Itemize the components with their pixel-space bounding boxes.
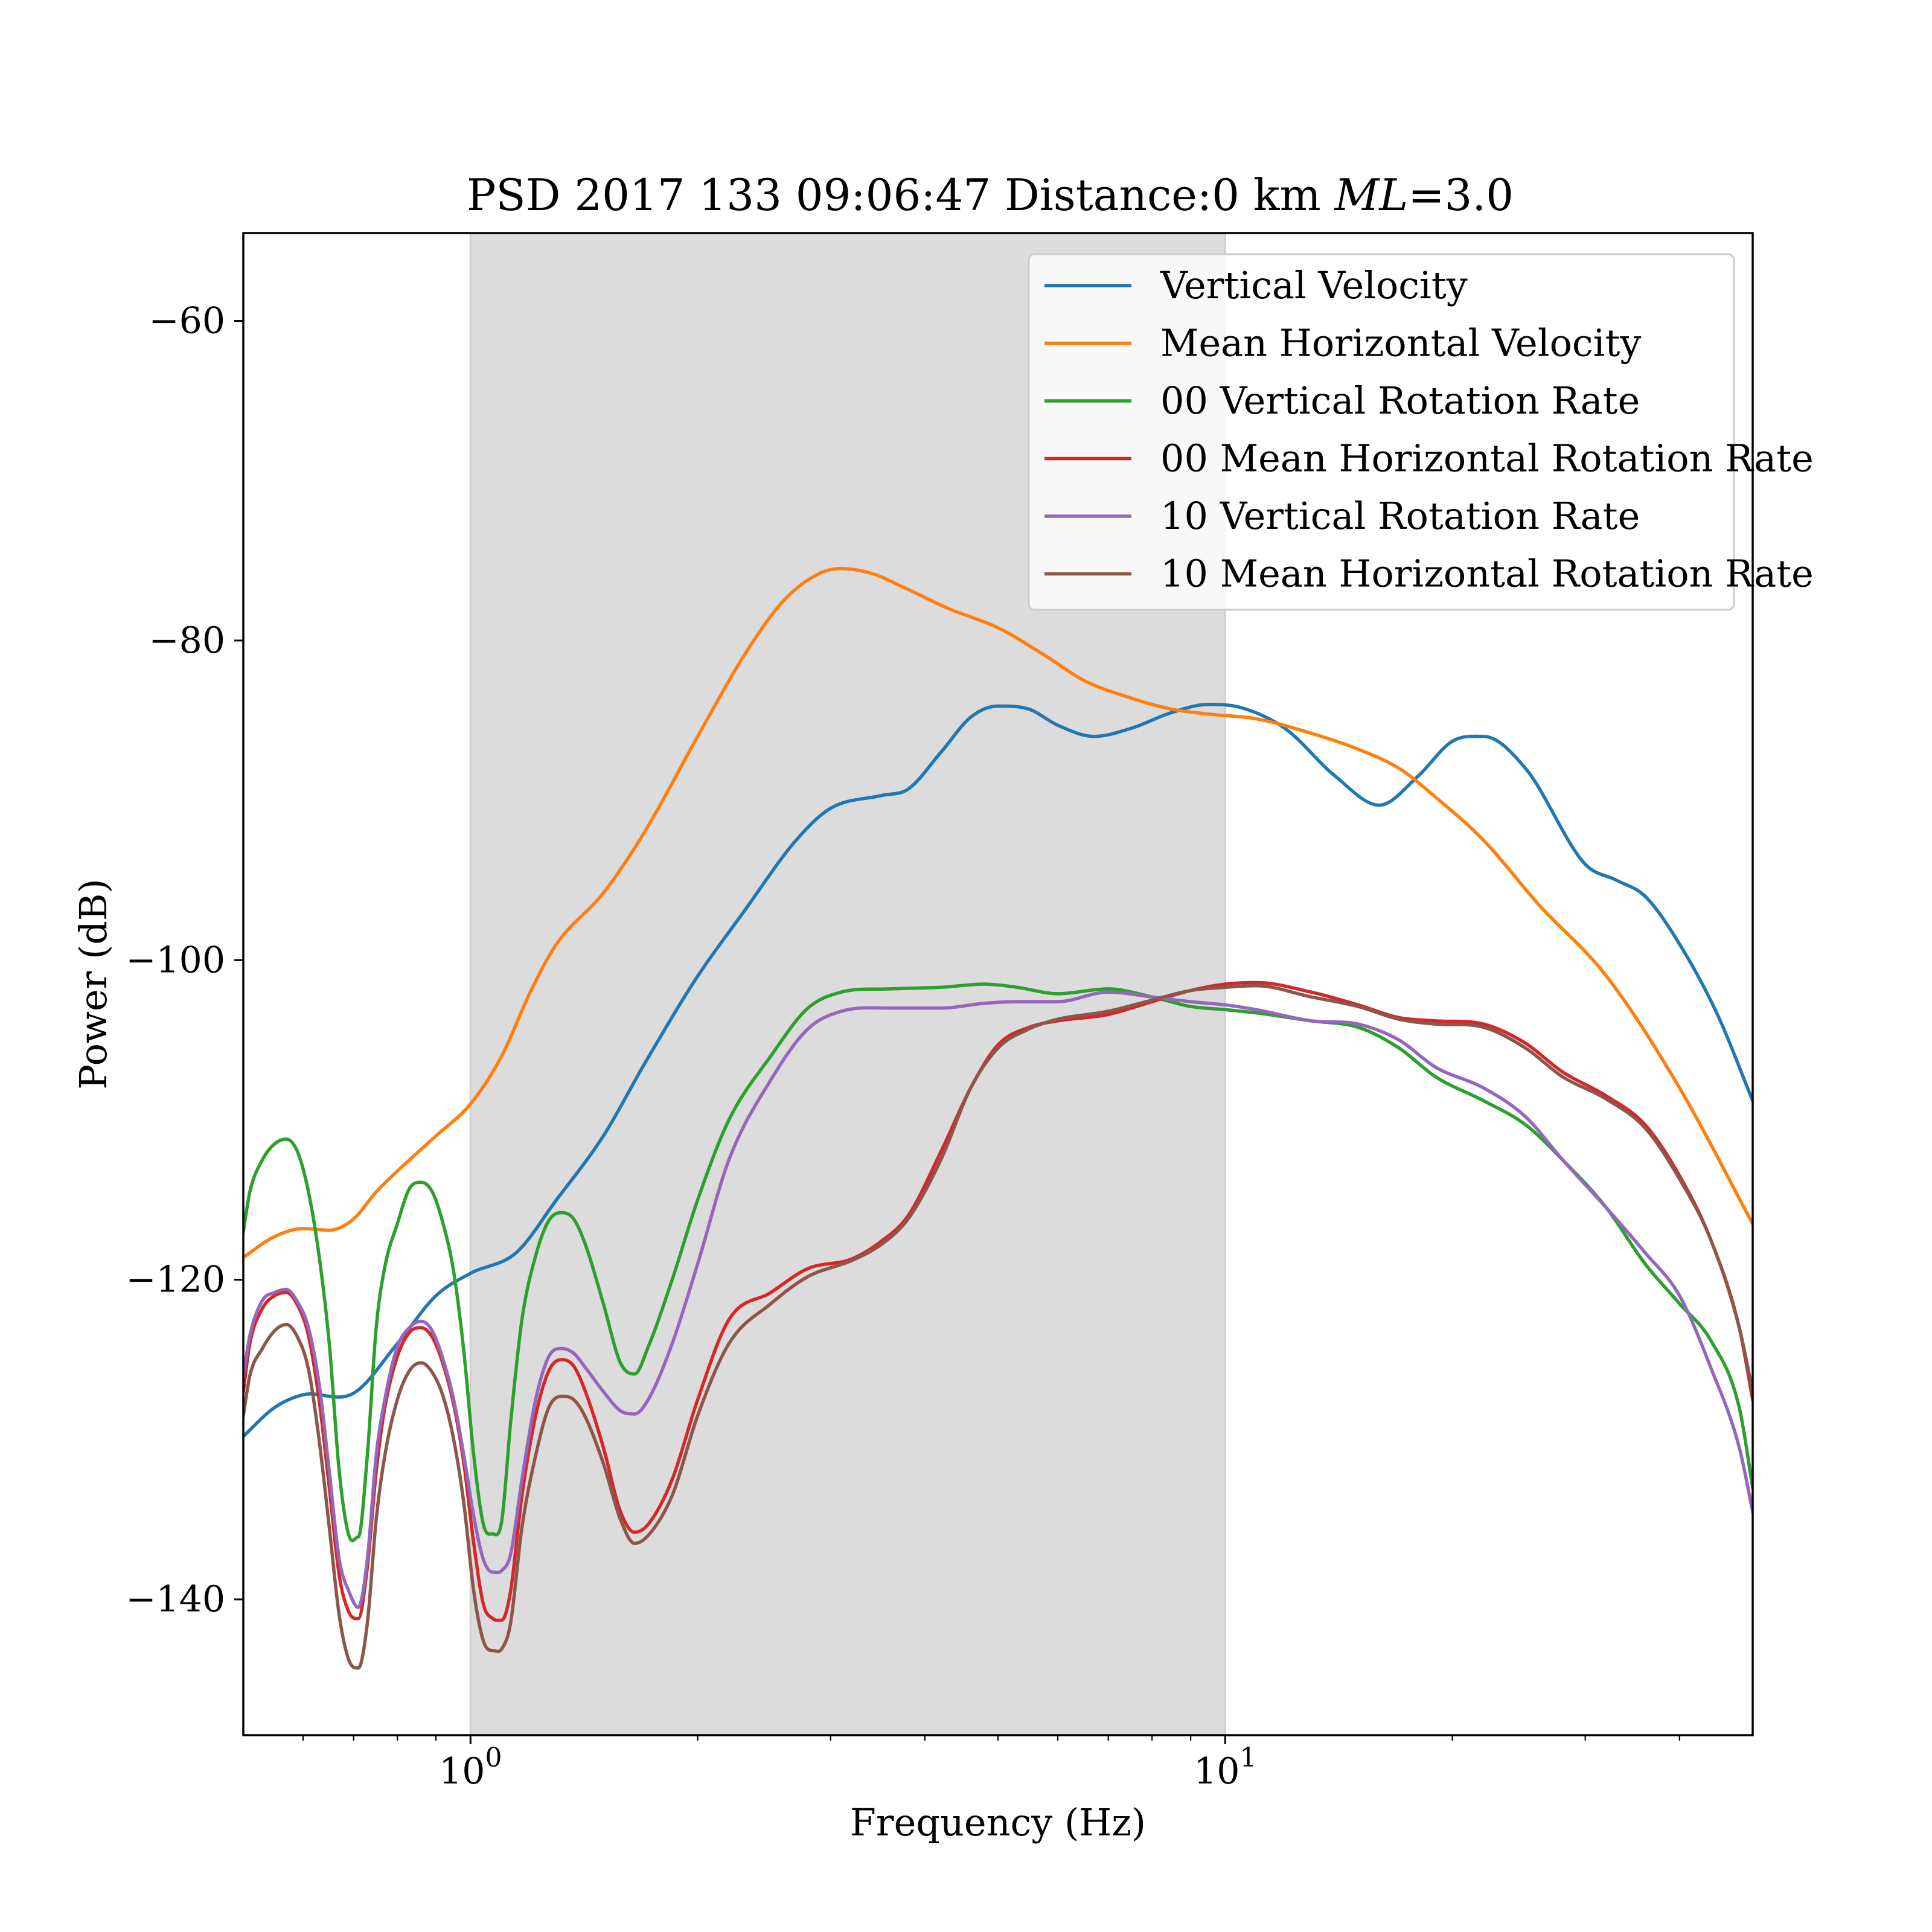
- legend-label: Mean Horizontal Velocity: [1160, 321, 1641, 365]
- y-tick-label: −120: [126, 1259, 225, 1301]
- legend-label: 00 Vertical Rotation Rate: [1160, 379, 1640, 423]
- legend-label: 00 Mean Horizontal Rotation Rate: [1160, 437, 1814, 481]
- series-line-mean-horizontal-velocity: [243, 567, 1753, 1259]
- x-tick-label: 101: [1194, 1742, 1256, 1793]
- series-line-vertical-velocity: [243, 703, 1753, 1439]
- y-axis-label: Power (dB): [71, 878, 115, 1089]
- y-tick-label: −140: [126, 1578, 225, 1620]
- y-tick-label: −60: [149, 300, 225, 342]
- legend-box: [1028, 253, 1735, 611]
- legend-label: 10 Mean Horizontal Rotation Rate: [1160, 552, 1814, 596]
- x-axis-label: Frequency (Hz): [850, 1800, 1146, 1844]
- x-tick-label: 100: [439, 1742, 502, 1793]
- legend-label: Vertical Velocity: [1160, 263, 1468, 307]
- chart-title: PSD 2017 133 09:06:47 Distance:0 km ML=3…: [467, 170, 1514, 220]
- series-line-00-vertical-rotation-rate: [243, 982, 1753, 1543]
- legend-label: 10 Vertical Rotation Rate: [1160, 494, 1640, 538]
- x-axis-ticks: 100 101: [302, 1735, 1680, 1793]
- series-line-10-vertical-rotation-rate: [243, 990, 1753, 1610]
- y-axis-ticks: −60 −80 −100 −120 −140: [126, 300, 243, 1620]
- y-tick-label: −100: [126, 939, 225, 981]
- series-line-10-mean-horizontal-rotation-rate: [243, 984, 1753, 1670]
- y-tick-label: −80: [149, 619, 225, 662]
- series-layer: [243, 567, 1753, 1670]
- legend: Vertical Velocity Mean Horizontal Velocit…: [1028, 253, 1814, 611]
